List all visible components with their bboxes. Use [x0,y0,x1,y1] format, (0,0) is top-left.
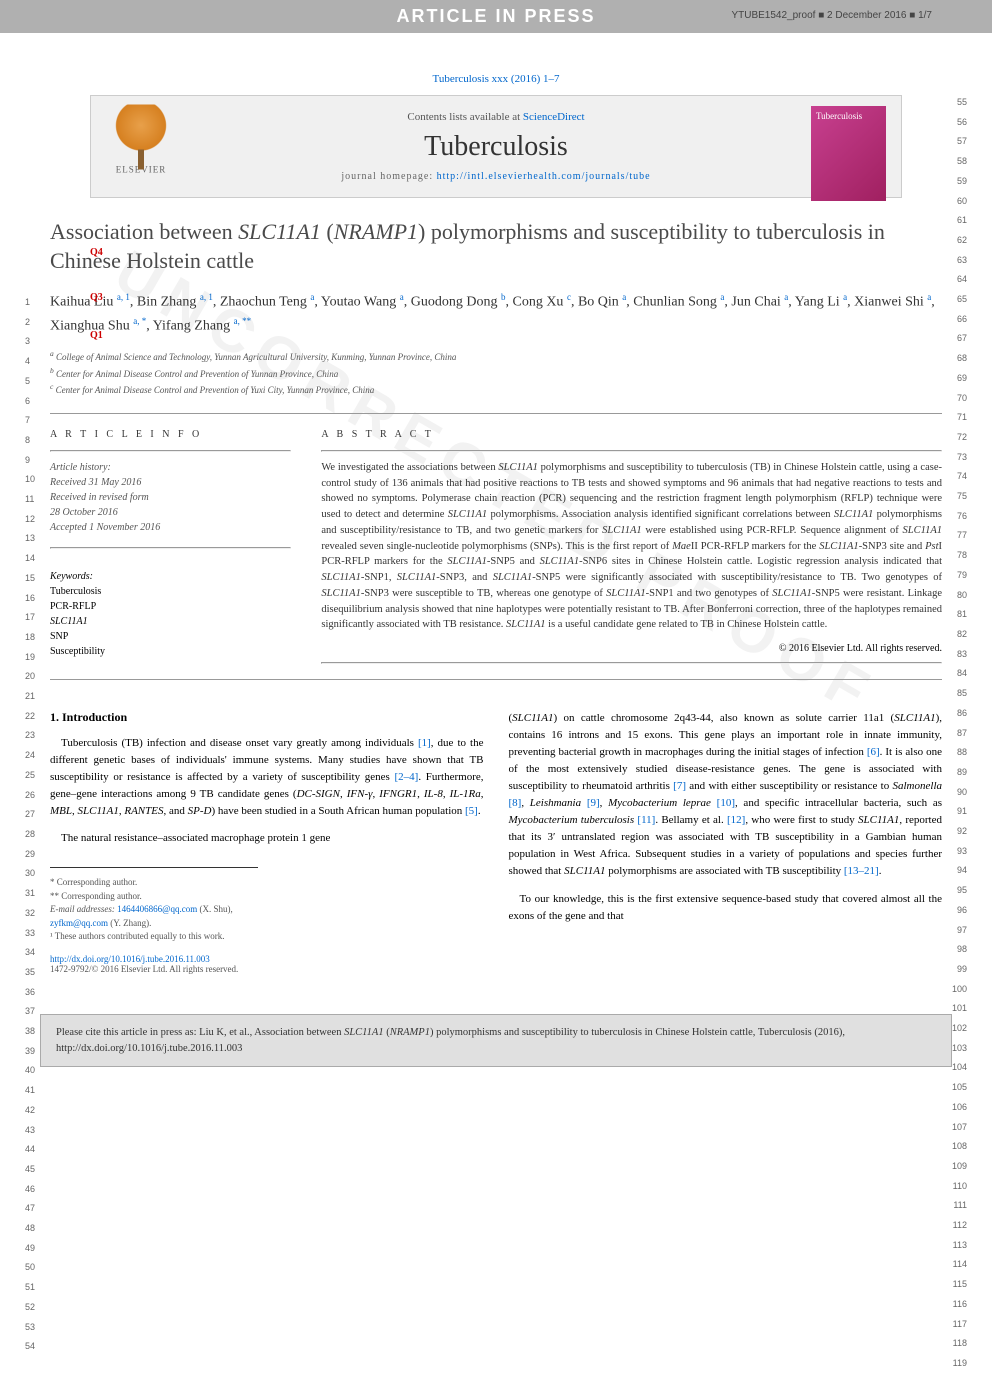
footnotes: * Corresponding author. ** Corresponding… [50,867,258,944]
line-numbers-right: 5556575859606162636465666768697071727374… [952,93,967,1374]
q1-marker: Q1 [90,330,103,341]
journal-cover-thumbnail: Tuberculosis [811,106,886,201]
contents-available: Contents lists available at ScienceDirec… [106,111,886,123]
journal-header-box: ELSEVIER Tuberculosis Contents lists ava… [90,95,902,198]
affiliations: a College of Animal Science and Technolo… [50,348,942,398]
citation-line: Tuberculosis xxx (2016) 1–7 [50,73,942,85]
line-numbers-left: 1234567891011121314151617181920212223242… [25,293,35,1357]
article-title: Q4 Association between SLC11A1 (NRAMP1) … [50,218,942,275]
abstract: A B S T R A C T We investigated the asso… [321,429,942,664]
section-intro-heading: 1. Introduction [50,710,484,725]
citation-box: Please cite this article in press as: Li… [40,1014,952,1068]
q4-marker: Q4 [90,246,103,259]
proof-info: YTUBE1542_proof ■ 2 December 2016 ■ 1/7 [731,10,932,21]
homepage-link[interactable]: http://intl.elsevierhealth.com/journals/… [437,171,651,182]
q3-marker: Q3 [90,292,103,303]
elsevier-logo: ELSEVIER [106,104,176,189]
article-info: A R T I C L E I N F O Article history: R… [50,429,291,664]
journal-homepage: journal homepage: http://intl.elsevierhe… [106,171,886,182]
authors-list: Kaihua Liu a, 1, Bin Zhang a, 1, Zhaochu… [50,290,942,338]
email-link-1[interactable]: 1464406866@qq.com [117,904,197,914]
email-link-2[interactable]: zyfkm@qq.com [50,918,108,928]
sciencedirect-link[interactable]: ScienceDirect [523,111,585,123]
doi-line: http://dx.doi.org/10.1016/j.tube.2016.11… [50,954,484,974]
journal-name: Tuberculosis [106,131,886,163]
body-text: 1. Introduction Tuberculosis (TB) infect… [50,710,942,974]
doi-link[interactable]: http://dx.doi.org/10.1016/j.tube.2016.11… [50,954,210,964]
